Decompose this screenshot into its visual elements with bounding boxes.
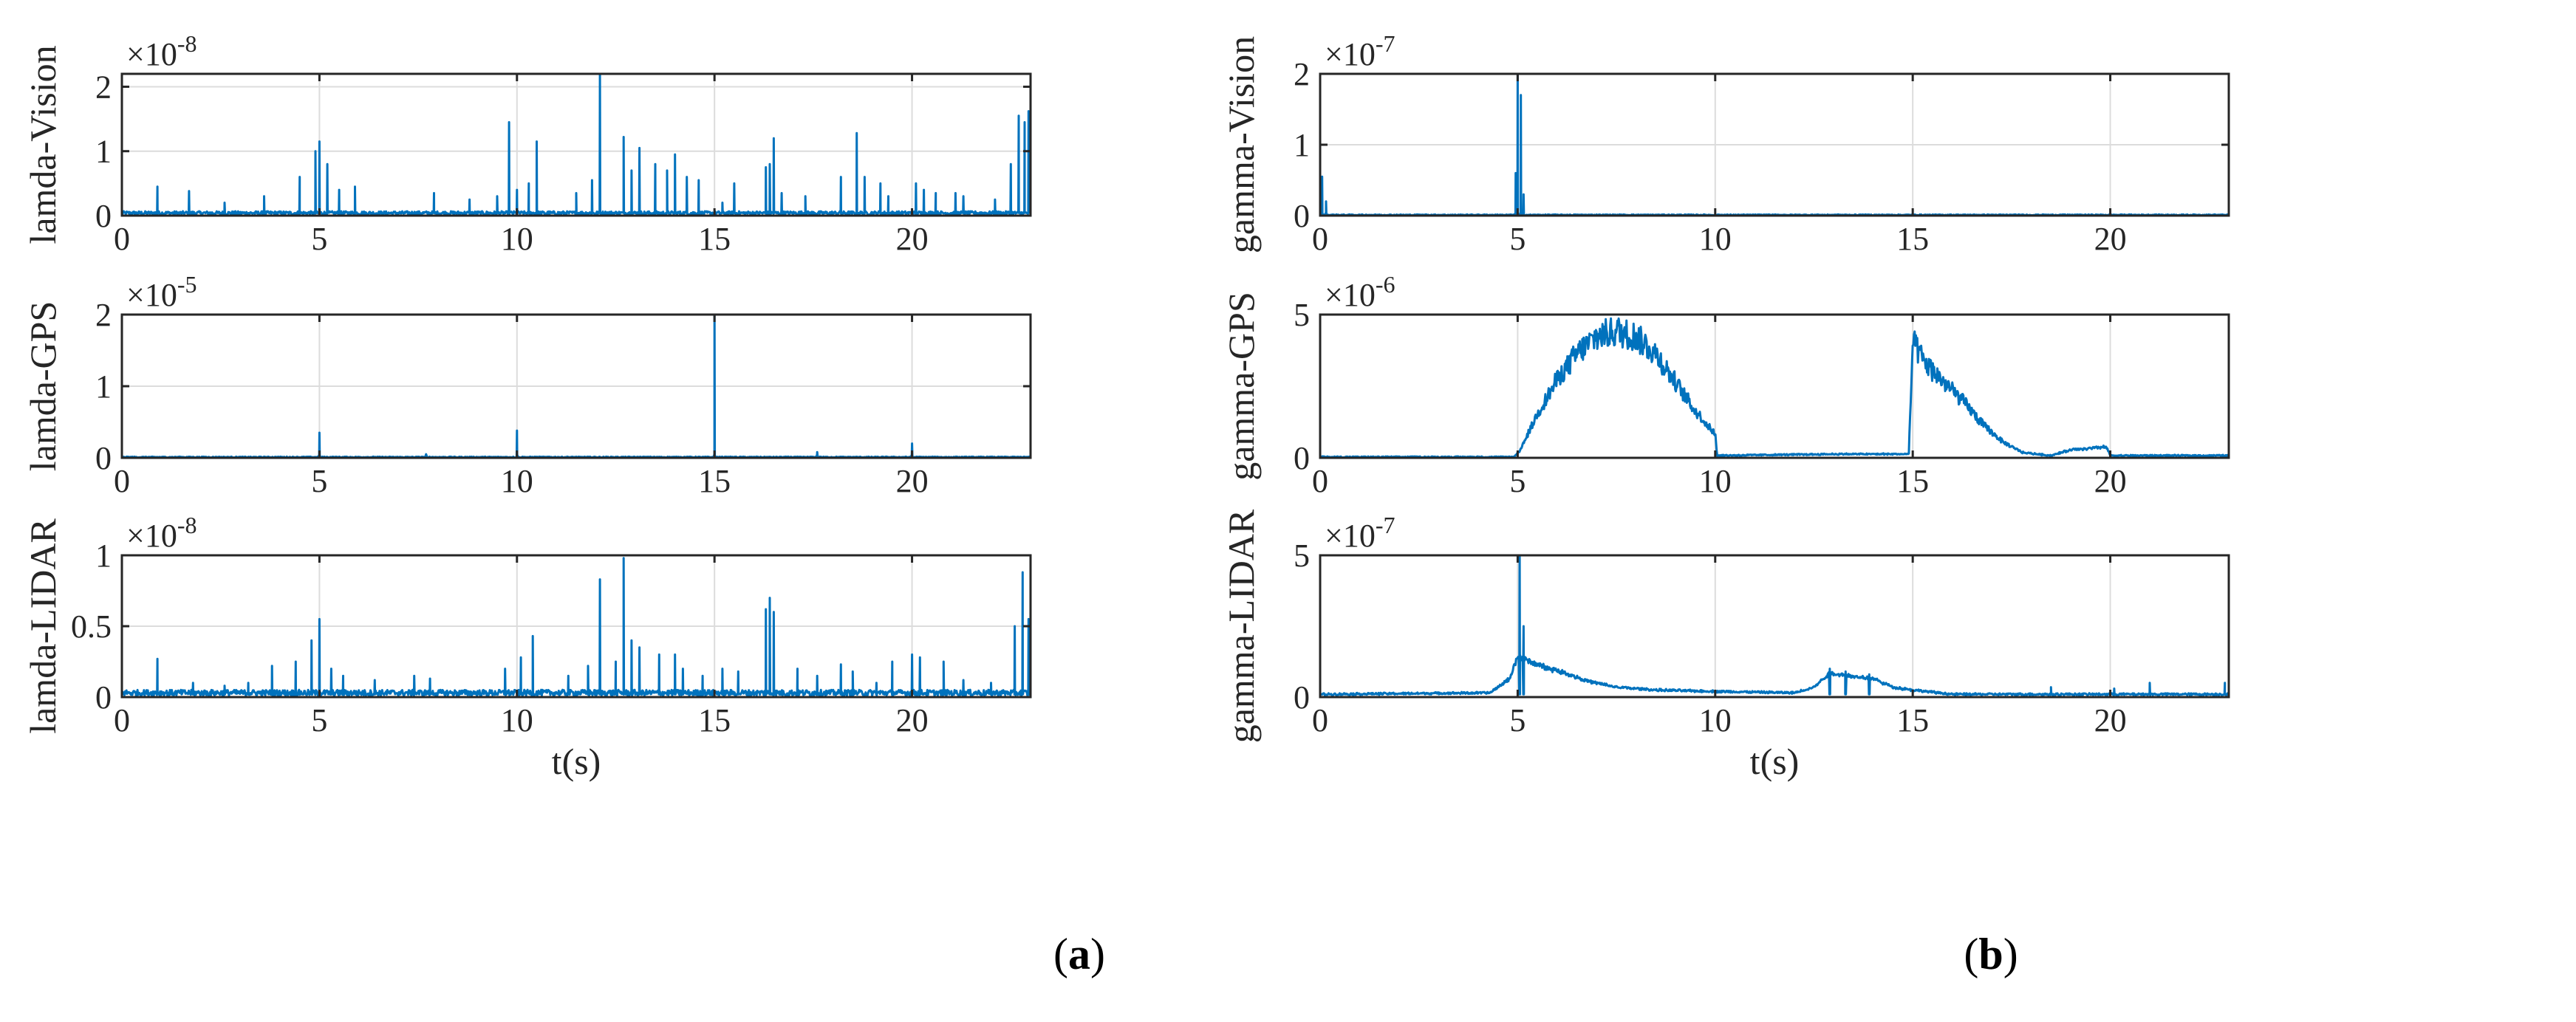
subplot-lamda-lidar: 0 5 10 15 20 0 0.5 1 ×10-8 lamda-LIDAR t(s)	[22, 512, 1032, 782]
x-tick-label: 10	[1699, 221, 1732, 257]
y-tick-label: 2	[95, 69, 112, 105]
y-tick-label: 0	[95, 679, 112, 716]
x-tick-label: 15	[1896, 221, 1929, 257]
subplot-gamma-lidar: 0 5 10 15 20 0 5 ×10-7 gamma-LIDAR t(s)	[1220, 509, 2230, 782]
series-line-gamma-gps	[1319, 317, 2230, 459]
panel-label-a: (a)	[1053, 930, 1105, 978]
x-tick-label: 5	[311, 463, 327, 499]
x-axis-label: t(s)	[1750, 741, 1800, 782]
x-tick-label: 20	[2094, 221, 2127, 257]
x-tick-label: 5	[1509, 702, 1526, 738]
series-line-lamda-lidar	[121, 557, 1032, 697]
x-tick-label: 20	[896, 702, 929, 738]
x-tick-label: 15	[1896, 463, 1929, 499]
y-tick-label: 1	[95, 134, 112, 170]
subplot-gamma-vision: 0 5 10 15 20 0 1 2 ×10-7 gamma-Vision	[1220, 30, 2230, 257]
y-tick-label: 0	[95, 198, 112, 234]
axes-frame	[1319, 554, 2230, 699]
x-tick-label: 10	[501, 221, 533, 257]
axis-multiplier: ×10-8	[126, 512, 197, 554]
axis-multiplier: ×10-8	[126, 30, 197, 72]
x-tick-label: 0	[1312, 463, 1328, 499]
y-tick-label: 0	[95, 440, 112, 476]
x-tick-label: 20	[896, 221, 929, 257]
x-axis-label: t(s)	[552, 741, 601, 782]
x-tick-label: 0	[1312, 702, 1328, 738]
axes-frame	[120, 72, 1032, 217]
y-axis-label: lamda-GPS	[22, 301, 64, 472]
x-tick-label: 15	[698, 702, 731, 738]
x-tick-label: 10	[501, 463, 533, 499]
y-axis-label: lamda-Vision	[22, 45, 64, 244]
y-axis-label: lamda-LIDAR	[22, 518, 64, 734]
axes-frame	[1319, 313, 2230, 459]
axis-multiplier: ×10-7	[1325, 512, 1395, 554]
x-tick-label: 15	[1896, 702, 1929, 738]
y-tick-label: 0	[1294, 440, 1310, 476]
x-tick-label: 0	[114, 221, 130, 257]
x-tick-label: 10	[501, 702, 533, 738]
series-line-lamda-vision	[120, 72, 1031, 216]
y-tick-label: 0.5	[71, 608, 112, 645]
y-axis-label: gamma-Vision	[1220, 36, 1262, 253]
axis-multiplier: ×10-7	[1325, 30, 1395, 72]
y-axis-label: gamma-LIDAR	[1220, 509, 1262, 743]
y-axis-label: gamma-GPS	[1220, 292, 1262, 481]
axis-multiplier: ×10-5	[126, 271, 197, 313]
x-tick-label: 0	[114, 463, 130, 499]
x-tick-label: 0	[1312, 221, 1328, 257]
x-tick-label: 20	[896, 463, 929, 499]
y-tick-label: 1	[1294, 127, 1310, 163]
axis-multiplier: ×10-6	[1325, 271, 1395, 313]
y-tick-label: 0	[1294, 679, 1310, 716]
series-line-gamma-lidar	[1319, 554, 2230, 697]
x-tick-label: 0	[114, 702, 130, 738]
panel-label-b: (b)	[1964, 930, 2018, 978]
subplot-lamda-vision: 0 5 10 15 20 0 1 2 ×10-8 lamda-Vision	[22, 30, 1032, 257]
x-tick-label: 10	[1699, 463, 1732, 499]
x-tick-label: 5	[311, 221, 327, 257]
subplot-gamma-gps: 0 5 10 15 20 0 5 ×10-6 gamma-GPS	[1220, 271, 2230, 499]
x-tick-label: 5	[1509, 221, 1526, 257]
subplot-lamda-gps: 0 5 10 15 20 0 1 2 ×10-5 lamda-GPS	[22, 271, 1032, 499]
y-tick-label: 5	[1294, 297, 1310, 333]
x-tick-label: 15	[698, 463, 731, 499]
x-tick-label: 15	[698, 221, 731, 257]
y-tick-label: 2	[95, 297, 112, 333]
y-tick-label: 5	[1294, 538, 1310, 574]
y-tick-label: 0	[1294, 198, 1310, 234]
x-tick-label: 5	[1509, 463, 1526, 499]
y-tick-label: 1	[95, 538, 112, 574]
y-tick-label: 2	[1294, 56, 1310, 92]
y-tick-label: 1	[95, 368, 112, 405]
x-tick-label: 5	[311, 702, 327, 738]
x-tick-label: 20	[2094, 702, 2127, 738]
x-tick-label: 20	[2094, 463, 2127, 499]
x-tick-label: 10	[1699, 702, 1732, 738]
